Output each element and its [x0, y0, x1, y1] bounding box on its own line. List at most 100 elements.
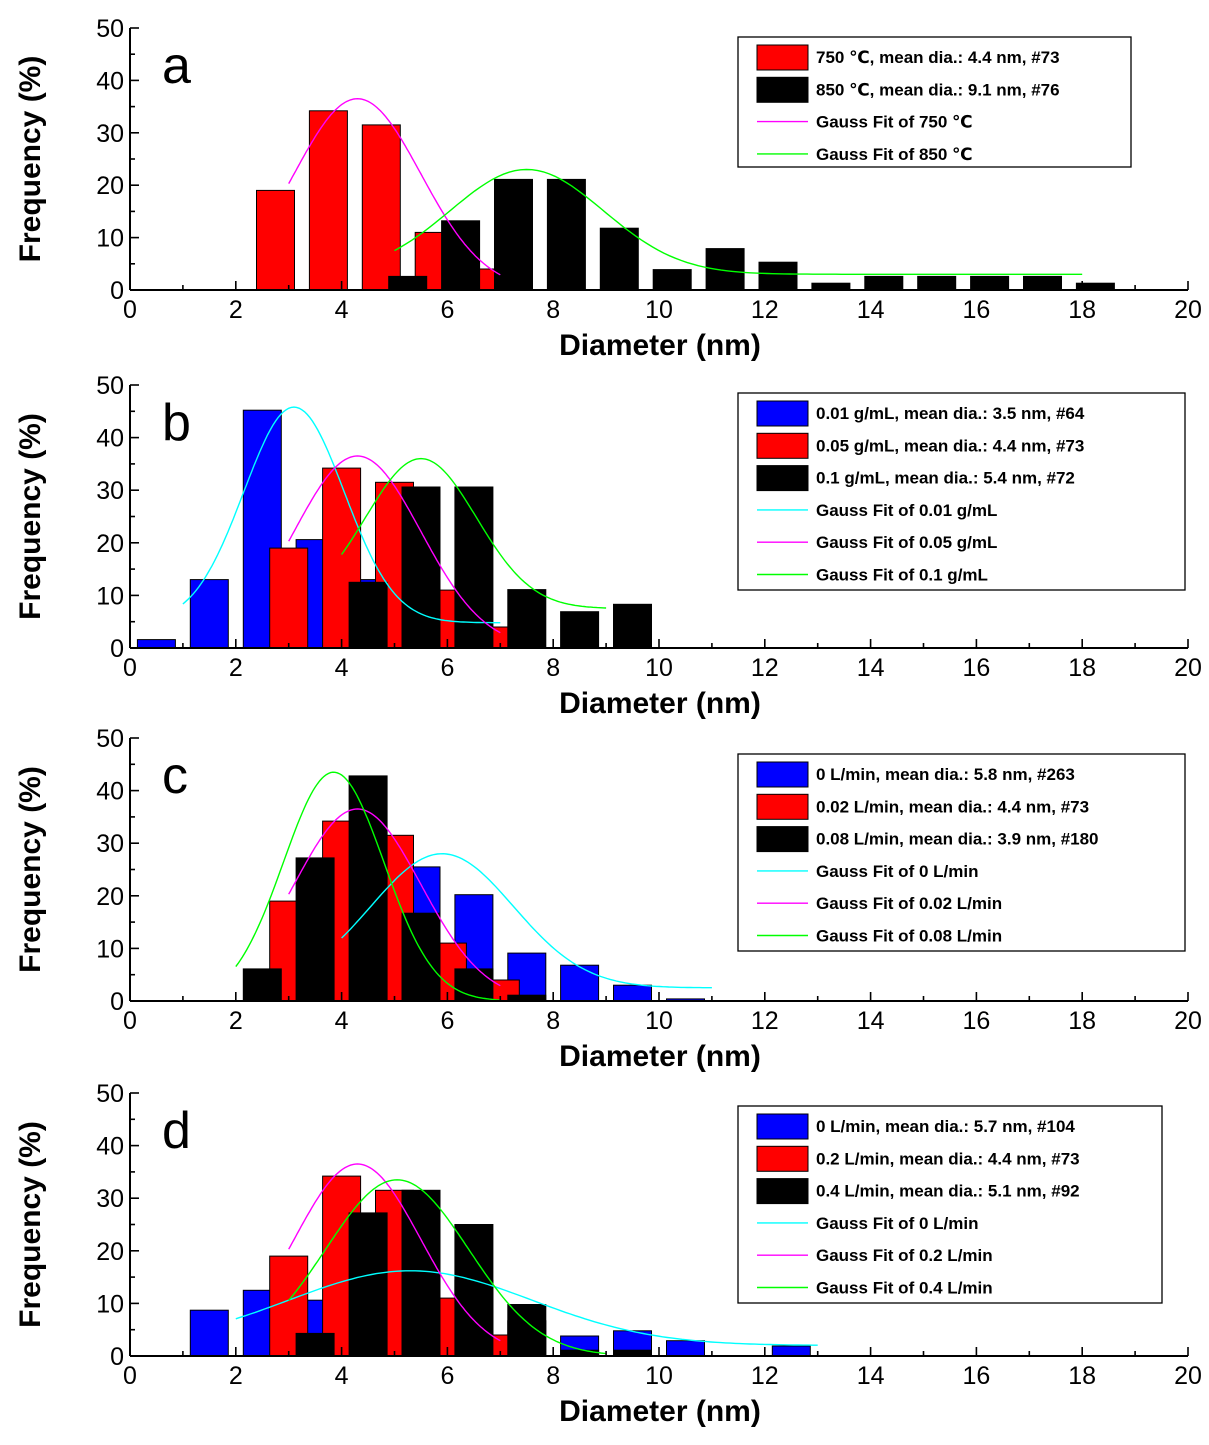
x-tick-label: 4	[335, 296, 349, 324]
legend-box	[737, 392, 1186, 591]
x-axis-title: Diameter (nm)	[559, 1395, 761, 1428]
bar	[322, 467, 362, 649]
legend-label: Gauss Fit of 0.05 g/mL	[816, 533, 997, 552]
bar	[189, 1309, 229, 1357]
legend-item: Gauss Fit of 0.02 L/min	[757, 894, 1002, 913]
legend-label: 0.01 g/mL, mean dia.: 3.5 nm, #64	[816, 404, 1085, 423]
x-tick-label: 12	[751, 296, 779, 324]
x-tick-label: 0	[123, 654, 137, 682]
legend: 0 L/min, mean dia.: 5.8 nm, #263 0.02 L/m…	[737, 753, 1186, 952]
x-tick-label: 18	[1068, 1362, 1096, 1390]
x-tick-label: 8	[546, 1007, 560, 1035]
legend-item: 0.01 g/mL, mean dia.: 3.5 nm, #64	[756, 400, 1085, 427]
y-tick-label: 30	[96, 120, 124, 148]
bar	[494, 178, 533, 291]
x-tick-label: 4	[335, 1007, 349, 1035]
legend-swatch	[756, 793, 809, 820]
y-tick-label: 30	[96, 477, 124, 505]
y-tick-label: 50	[96, 1080, 124, 1108]
x-tick-label: 18	[1068, 296, 1096, 324]
legend-label: Gauss Fit of 0.01 g/mL	[816, 501, 997, 520]
bar	[242, 968, 282, 1002]
gauss-fit-line	[182, 406, 501, 624]
y-tick-label: 20	[96, 883, 124, 911]
y-tick-label: 40	[96, 1133, 124, 1161]
bar	[613, 984, 652, 1002]
bar	[256, 189, 295, 291]
legend-item: Gauss Fit of 0.08 L/min	[757, 927, 1002, 946]
legend-box	[737, 753, 1186, 952]
x-tick-label: 2	[229, 1007, 243, 1035]
legend-item: 0.05 g/mL, mean dia.: 4.4 nm, #73	[756, 432, 1084, 459]
bar	[269, 547, 309, 649]
legend-item: 0.4 L/min, mean dia.: 5.1 nm, #92	[756, 1178, 1080, 1205]
legend-label: 750 ℃, mean dia.: 4.4 nm, #73	[816, 48, 1060, 67]
legend-label: Gauss Fit of 0.1 g/mL	[816, 566, 988, 585]
y-tick-label: 0	[110, 635, 124, 663]
axes-d: 0 2 4 6 8 10 12 14 16 18 20 0 10 20 30 40 50	[96, 1080, 1202, 1390]
x-axis-title: Diameter (nm)	[559, 687, 761, 720]
x-tick-label: 10	[645, 1007, 673, 1035]
x-tick-label: 16	[962, 1362, 990, 1390]
legend-swatch	[756, 44, 809, 71]
y-tick-label: 0	[110, 1343, 124, 1371]
legend-item: Gauss Fit of 0 L/min	[757, 862, 978, 881]
x-tick-label: 2	[229, 296, 243, 324]
panel-letter: a	[162, 37, 191, 95]
legend-item: 0.1 g/mL, mean dia.: 5.4 nm, #72	[756, 465, 1075, 492]
x-tick-label: 0	[123, 296, 137, 324]
x-tick-label: 18	[1068, 654, 1096, 682]
legend-label: Gauss Fit of 0.2 L/min	[816, 1246, 993, 1265]
legend-item: 750 ℃, mean dia.: 4.4 nm, #73	[756, 44, 1060, 71]
legend-item: 850 ℃, mean dia.: 9.1 nm, #76	[756, 76, 1060, 103]
legend-swatch	[756, 826, 809, 853]
x-tick-label: 2	[229, 654, 243, 682]
bar	[507, 589, 547, 649]
legend-label: 850 ℃, mean dia.: 9.1 nm, #76	[816, 80, 1060, 99]
x-tick-label: 6	[440, 1007, 454, 1035]
gauss-fit-line	[288, 455, 501, 634]
bar	[348, 1212, 388, 1357]
x-tick-label: 6	[440, 654, 454, 682]
legend-label: Gauss Fit of 0 L/min	[816, 862, 978, 881]
bar	[136, 639, 176, 649]
legend-label: 0 L/min, mean dia.: 5.7 nm, #104	[816, 1117, 1075, 1136]
y-tick-label: 40	[96, 778, 124, 806]
legend-item: Gauss Fit of 850 ℃	[757, 145, 973, 164]
legend-item: Gauss Fit of 0.05 g/mL	[757, 533, 997, 552]
y-tick-label: 50	[96, 15, 124, 43]
bar	[454, 1224, 494, 1357]
x-axis-title: Diameter (nm)	[559, 1040, 761, 1073]
x-tick-label: 8	[546, 296, 560, 324]
bar	[560, 964, 600, 1002]
x-tick-label: 16	[962, 296, 990, 324]
x-tick-label: 4	[335, 1362, 349, 1390]
bar	[441, 220, 481, 291]
x-tick-label: 20	[1174, 1007, 1202, 1035]
x-tick-label: 14	[857, 1007, 885, 1035]
bar	[599, 227, 639, 291]
y-tick-label: 40	[96, 67, 124, 95]
panel-c: 0 2 4 6 8 10 12 14 16 18 20 0 10 20 30 40 50 Diameter (nm…	[14, 725, 1202, 1073]
fits-c	[235, 771, 712, 1001]
y-tick-label: 10	[96, 1290, 124, 1318]
x-tick-label: 20	[1174, 296, 1202, 324]
panel-d: 0 2 4 6 8 10 12 14 16 18 20 0 10 20 30 40 50 Diameter (nm…	[14, 1080, 1202, 1428]
y-tick-label: 10	[96, 225, 124, 253]
legend-label: 0.2 L/min, mean dia.: 4.4 nm, #73	[816, 1149, 1080, 1168]
x-tick-label: 4	[335, 654, 349, 682]
x-tick-label: 14	[857, 296, 885, 324]
legend-swatch	[756, 1178, 809, 1205]
legend-item: Gauss Fit of 0.4 L/min	[757, 1279, 993, 1298]
series-1	[388, 178, 1115, 291]
y-tick-label: 20	[96, 1238, 124, 1266]
fits-b	[182, 406, 607, 634]
legend-item: Gauss Fit of 0.2 L/min	[757, 1246, 993, 1265]
legend-swatch	[756, 761, 809, 788]
legend-label: 0.05 g/mL, mean dia.: 4.4 nm, #73	[816, 436, 1084, 455]
x-tick-label: 8	[546, 1362, 560, 1390]
x-tick-label: 12	[751, 1362, 779, 1390]
legend: 750 ℃, mean dia.: 4.4 nm, #73 850 ℃, mean…	[737, 36, 1132, 168]
x-tick-label: 0	[123, 1362, 137, 1390]
